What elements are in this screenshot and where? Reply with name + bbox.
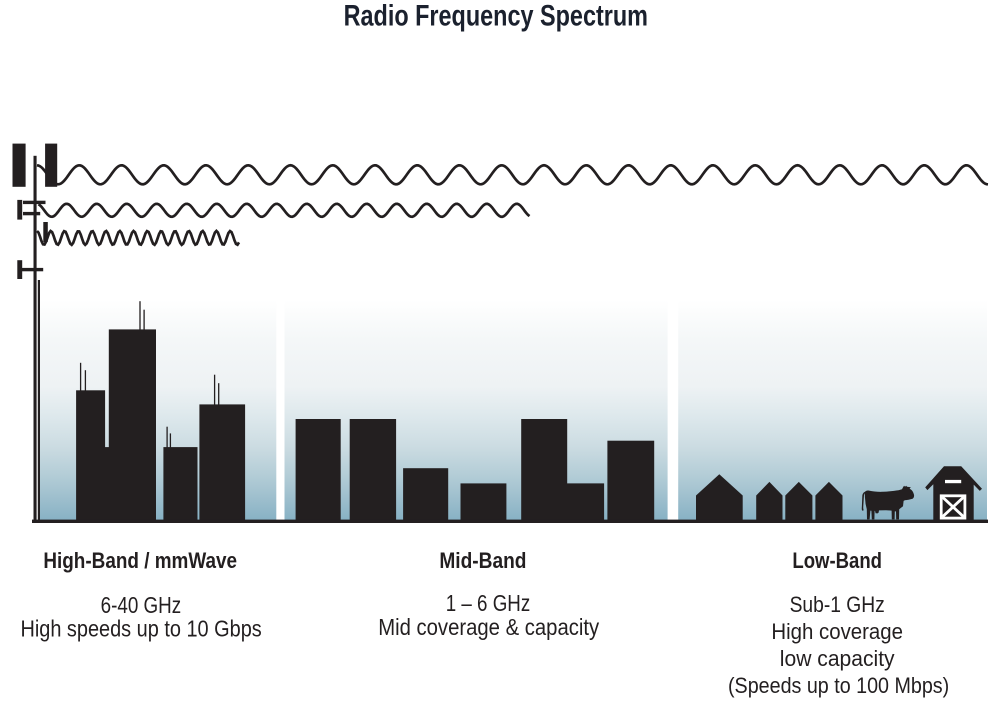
svg-text:High-Band / mmWave: High-Band / mmWave	[43, 548, 237, 573]
svg-text:Mid-Band: Mid-Band	[439, 548, 526, 573]
svg-text:Low-Band: Low-Band	[792, 548, 882, 573]
svg-text:Radio Frequency Spectrum: Radio Frequency Spectrum	[344, 0, 648, 33]
svg-text:1 – 6 GHz: 1 – 6 GHz	[446, 590, 531, 616]
svg-text:Sub-1 GHz: Sub-1 GHz	[790, 592, 885, 617]
svg-text:6-40 GHz: 6-40 GHz	[101, 592, 182, 618]
svg-text:High speeds up to 10 Gbps: High speeds up to 10 Gbps	[20, 616, 261, 642]
svg-text:Mid coverage & capacity: Mid coverage & capacity	[378, 614, 599, 640]
svg-text:low capacity: low capacity	[780, 646, 895, 671]
svg-text:High coverage: High coverage	[771, 619, 903, 644]
svg-text:(Speeds up to 100 Mbps): (Speeds up to 100 Mbps)	[728, 673, 949, 698]
